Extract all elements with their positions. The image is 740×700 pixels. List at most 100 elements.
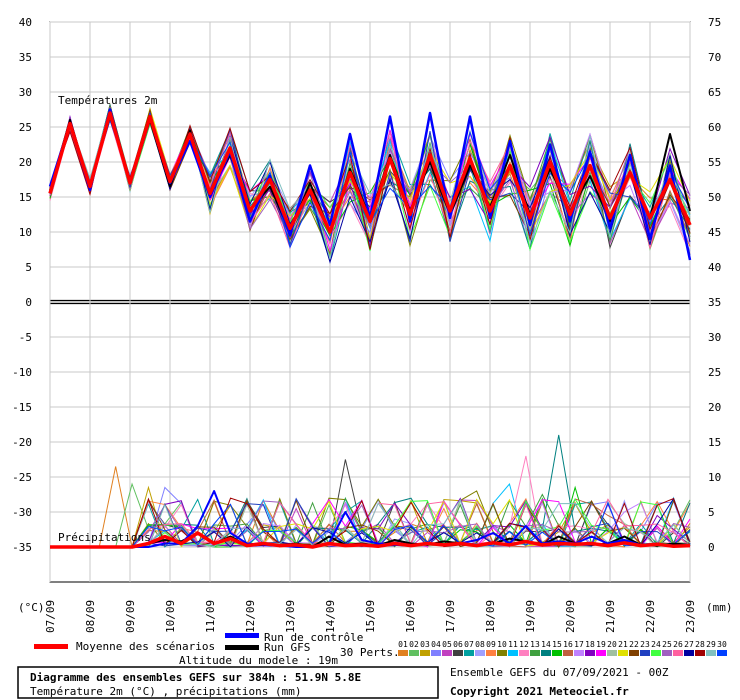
- run-info: Ensemble GEFS du 07/09/2021 - 00Z: [450, 666, 669, 679]
- member-legend-label: 16: [563, 640, 573, 649]
- member-legend-swatch: [530, 650, 540, 656]
- x-tick-label: 20/09: [564, 600, 577, 633]
- x-tick-label: 12/09: [244, 600, 257, 633]
- temperature-member-line: [49, 106, 691, 237]
- precip-member-line: [50, 498, 691, 548]
- right-tick-label: 65: [708, 86, 721, 99]
- member-legend-swatch: [574, 650, 584, 656]
- member-legend-label: 03: [420, 640, 430, 649]
- x-tick-label: 21/09: [604, 600, 617, 633]
- left-tick-label: -20: [12, 436, 32, 449]
- member-legend-label: 07: [464, 640, 474, 649]
- chart-title: Diagramme des ensembles GEFS sur 384h : …: [30, 671, 361, 684]
- member-legend-swatch: [607, 650, 617, 656]
- temperature-mean-line: [48, 111, 692, 234]
- member-legend: 01 02 03 04 05 06 07 08 09 10 11 12 13 14 15 16 17 18 19 20…: [398, 640, 727, 656]
- legend-control-swatch: [225, 633, 259, 638]
- x-tick-label: 16/09: [404, 600, 417, 633]
- left-tick-label: 20: [19, 156, 32, 169]
- x-tick-label: 10/09: [164, 600, 177, 633]
- member-legend-swatch: [684, 650, 694, 656]
- x-tick-label: 08/09: [84, 600, 97, 633]
- member-legend-swatch: [640, 650, 650, 656]
- x-tick-label: 09/09: [124, 600, 137, 633]
- x-tick-label: 22/09: [644, 600, 657, 633]
- right-tick-label: 10: [708, 471, 721, 484]
- member-legend-label: 04: [431, 640, 441, 649]
- member-legend-swatch: [596, 650, 606, 656]
- right-tick-label: 45: [708, 226, 721, 239]
- right-tick-label: 70: [708, 51, 721, 64]
- right-tick-label: 5: [708, 506, 715, 519]
- temperature-panel-label: Températures 2m: [58, 94, 158, 107]
- member-legend-label: 08: [475, 640, 485, 649]
- member-legend-label: 12: [519, 640, 529, 649]
- legend-control-label: Run de contrôle: [264, 631, 363, 644]
- left-tick-label: -10: [12, 366, 32, 379]
- legend-mean-swatch: [34, 644, 68, 649]
- left-tick-label: 40: [19, 16, 32, 29]
- member-legend-label: 01: [398, 640, 408, 649]
- member-legend-swatch: [651, 650, 661, 656]
- right-tick-label: 20: [708, 401, 721, 414]
- member-legend-swatch: [420, 650, 430, 656]
- right-tick-label: 30: [708, 331, 721, 344]
- member-legend-swatch: [453, 650, 463, 656]
- member-legend-label: 05: [442, 640, 452, 649]
- right-axis-unit: (mm): [706, 601, 733, 614]
- member-legend-swatch: [618, 650, 628, 656]
- x-tick-label: 17/09: [444, 600, 457, 633]
- member-legend-swatch: [673, 650, 683, 656]
- member-legend-label: 28: [695, 640, 705, 649]
- main-series: [48, 108, 692, 549]
- right-tick-label: 0: [708, 541, 715, 554]
- legend-mean-label: Moyenne des scénarios: [76, 640, 215, 653]
- left-tick-label: 5: [25, 261, 32, 274]
- precip-mean-line: [50, 531, 691, 549]
- right-tick-label: 60: [708, 121, 721, 134]
- x-tick-label: 14/09: [324, 600, 337, 633]
- member-legend-label: 11: [508, 640, 518, 649]
- member-legend-label: 27: [684, 640, 694, 649]
- left-tick-label: 25: [19, 121, 32, 134]
- x-tick-label: 19/09: [524, 600, 537, 633]
- right-tick-label: 55: [708, 156, 721, 169]
- altitude-label: Altitude du modele : 19m: [179, 654, 338, 667]
- right-tick-label: 15: [708, 436, 721, 449]
- right-tick-label: 40: [708, 261, 721, 274]
- left-axis-unit: (°C): [18, 601, 45, 614]
- legend: Moyenne des scénarios Run de contrôle Ru…: [34, 631, 727, 667]
- member-legend-swatch: [563, 650, 573, 656]
- x-tick-label: 13/09: [284, 600, 297, 633]
- member-legend-swatch: [629, 650, 639, 656]
- member-legend-label: 23: [640, 640, 650, 649]
- right-tick-label: 25: [708, 366, 721, 379]
- legend-gfs-swatch: [225, 645, 259, 650]
- member-legend-label: 13: [530, 640, 540, 649]
- left-tick-label: -30: [12, 506, 32, 519]
- member-legend-swatch: [464, 650, 474, 656]
- x-tick-label: 11/09: [204, 600, 217, 633]
- member-legend-label: 29: [706, 640, 716, 649]
- member-legend-swatch: [398, 650, 408, 656]
- member-legend-label: 18: [585, 640, 595, 649]
- member-legend-label: 22: [629, 640, 639, 649]
- member-legend-label: 19: [596, 640, 606, 649]
- member-legend-label: 26: [673, 640, 683, 649]
- right-tick-label: 75: [708, 16, 721, 29]
- left-tick-label: 30: [19, 86, 32, 99]
- member-legend-label: 02: [409, 640, 419, 649]
- member-legend-swatch: [508, 650, 518, 656]
- left-tick-label: -25: [12, 471, 32, 484]
- chart-subtitle: Température 2m (°C) , précipitations (mm…: [30, 685, 302, 698]
- copyright: Copyright 2021 Meteociel.fr: [450, 685, 629, 698]
- x-tick-label: 07/09: [44, 600, 57, 633]
- precipitation-panel-label: Précipitations: [58, 531, 151, 544]
- member-legend-label: 24: [651, 640, 661, 649]
- member-legend-label: 20: [607, 640, 617, 649]
- x-tick-label: 15/09: [364, 600, 377, 633]
- member-legend-label: 21: [618, 640, 628, 649]
- member-legend-swatch: [431, 650, 441, 656]
